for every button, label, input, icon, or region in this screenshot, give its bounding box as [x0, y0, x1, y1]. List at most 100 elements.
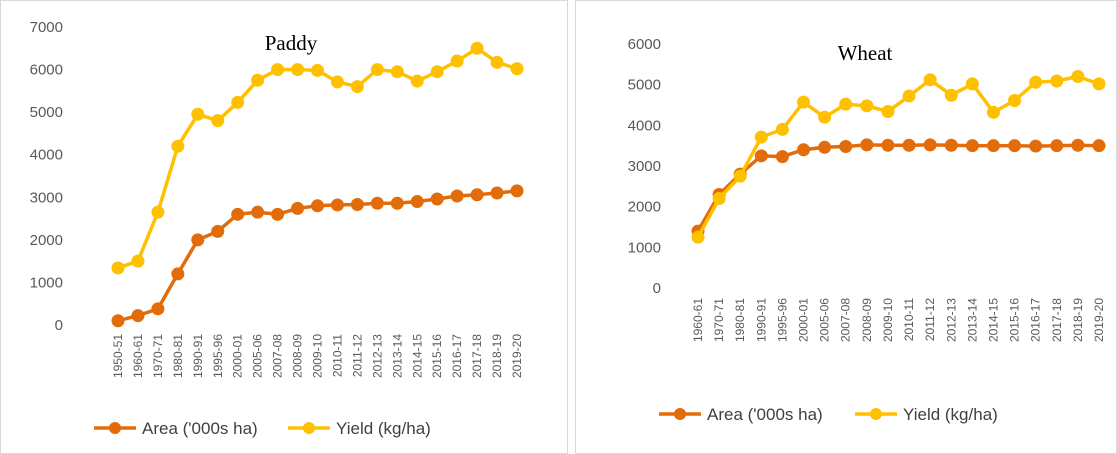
yield-point [171, 139, 185, 153]
legend-marker-area [674, 408, 686, 420]
y-tick-label: 3000 [30, 189, 63, 206]
series-line-yield [117, 46, 518, 270]
x-tick-label: 2007-08 [271, 334, 285, 378]
area-point [818, 140, 832, 154]
area-point [131, 309, 145, 323]
area-point [111, 314, 125, 328]
yield-point [733, 169, 747, 183]
wheat-chart-panel: Wheat 0 1000 2000 3000 4000 5000 6000 1960-61 197… [575, 0, 1117, 454]
x-tick-label: 2009-10 [311, 334, 325, 378]
yield-point [1050, 74, 1064, 88]
area-point [775, 150, 789, 164]
x-tick-label: 2013-14 [965, 298, 979, 342]
yield-point [1029, 75, 1043, 89]
yield-point [430, 65, 444, 79]
yield-point [818, 110, 832, 124]
yield-point [839, 97, 853, 111]
x-tick-label: 2013-14 [390, 334, 404, 378]
area-point [1029, 139, 1043, 153]
area-point [923, 138, 937, 152]
area-point [311, 199, 324, 213]
x-tick-label: 2016-17 [1029, 298, 1043, 342]
yield-point [902, 89, 916, 103]
yield-point [1071, 70, 1085, 84]
x-tick-label: 1990-91 [754, 298, 768, 342]
yield-point [111, 261, 125, 275]
x-tick-label: 2014-15 [410, 334, 424, 378]
x-tick-label: 2010-11 [902, 298, 916, 341]
x-tick-label: 2011-12 [923, 298, 937, 341]
area-point [151, 302, 165, 316]
area-point [860, 138, 874, 152]
x-tick-label: 2009-10 [881, 298, 895, 342]
area-point [965, 139, 979, 153]
area-point [410, 195, 424, 209]
y-tick-label: 0 [653, 280, 661, 297]
yield-point [151, 205, 165, 219]
yield-point [923, 73, 937, 87]
yield-point [231, 95, 245, 109]
x-tick-label: 2005-06 [818, 298, 832, 342]
legend-label-area: Area ('000s ha) [707, 405, 823, 424]
legend-marker-yield [303, 422, 315, 434]
yield-point [1092, 77, 1106, 91]
x-tick-label: 2000-01 [797, 298, 811, 342]
x-tick-label: 2008-09 [860, 298, 874, 342]
area-point [251, 205, 265, 219]
x-tick-label: 2012-13 [370, 334, 384, 378]
yield-point [944, 88, 958, 102]
yield-point [291, 63, 305, 77]
yield-point [330, 75, 344, 89]
x-tick-label: 2000-01 [231, 334, 245, 378]
area-point [231, 207, 245, 221]
area-point [390, 196, 404, 210]
area-point [211, 224, 225, 238]
area-point [797, 143, 811, 157]
x-tick-label: 2019-20 [1092, 298, 1106, 342]
x-tick-label: 1950-51 [111, 334, 125, 378]
yield-point [470, 41, 484, 55]
x-tick-label: 2011-12 [350, 334, 364, 377]
x-tick-label: 2005-06 [251, 334, 265, 378]
y-tick-label: 5000 [628, 77, 661, 94]
legend-label-area: Area ('000s ha) [142, 419, 258, 438]
x-tick-label: 1995-96 [775, 298, 789, 342]
yield-point [712, 192, 726, 206]
area-point [430, 192, 444, 206]
yield-point [131, 254, 145, 268]
yield-point [251, 73, 265, 87]
x-tick-label: 2017-18 [1050, 298, 1064, 342]
yield-point [490, 55, 504, 69]
area-point [1071, 138, 1085, 152]
yield-point [370, 63, 384, 77]
yield-point [311, 63, 324, 77]
area-point [754, 149, 768, 163]
x-tick-label: 1980-81 [733, 298, 747, 342]
paddy-chart: Paddy 0 1000 2000 3000 4000 5000 6000 7000 1950-5… [30, 19, 524, 438]
wheat-chart: Wheat 0 1000 2000 3000 4000 5000 6000 1960-61 197… [628, 36, 1106, 424]
x-tick-label: 2019-20 [510, 334, 524, 378]
area-point [1050, 139, 1064, 153]
area-point [490, 186, 504, 200]
area-point [881, 138, 895, 152]
y-tick-label: 6000 [30, 62, 63, 79]
area-point [510, 184, 524, 198]
y-tick-label: 4000 [30, 147, 63, 164]
area-point [1008, 139, 1022, 153]
area-point [470, 188, 484, 202]
area-point [902, 138, 916, 152]
y-tick-label: 2000 [628, 199, 661, 216]
x-tick-label: 2010-11 [330, 334, 344, 377]
yield-point [211, 114, 225, 128]
area-point [370, 196, 384, 210]
y-tick-label: 2000 [30, 232, 63, 249]
yield-point [797, 95, 811, 109]
x-tick-label: 2007-08 [839, 298, 853, 342]
x-tick-label: 1960-61 [691, 298, 705, 342]
x-tick-label: 2018-19 [1071, 298, 1085, 342]
x-tick-label: 2008-09 [291, 334, 305, 378]
y-tick-label: 5000 [30, 104, 63, 121]
yield-point [350, 80, 364, 94]
area-point [986, 139, 1000, 153]
chart-title: Paddy [265, 31, 318, 55]
